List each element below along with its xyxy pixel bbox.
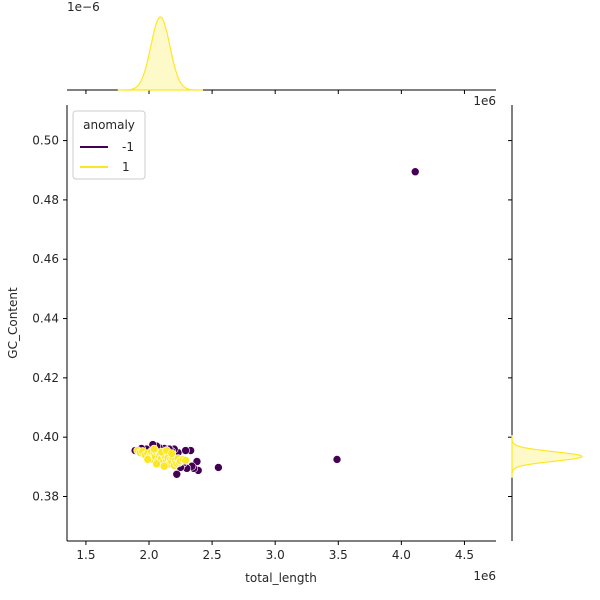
x-axis-label: total_length bbox=[245, 571, 317, 585]
top-marginal-offset-label: 1e−6 bbox=[67, 0, 100, 14]
x-tick-label: 1.5 bbox=[76, 548, 95, 562]
scatter-point-anomaly-1 bbox=[143, 455, 153, 464]
top-marginal: 1e−6 1e6 bbox=[67, 0, 496, 108]
scatter-point-anomaly-neg1 bbox=[410, 167, 420, 177]
y-axis-ticks: 0.38 0.40 0.42 0.44 0.46 0.48 0.50 bbox=[32, 134, 67, 504]
scatter-point-anomaly-1 bbox=[167, 449, 177, 458]
right-marginal bbox=[508, 105, 583, 541]
scatter-point-anomaly-neg1 bbox=[332, 455, 342, 464]
x-tick-label: 4.0 bbox=[392, 548, 411, 562]
scatter-point-anomaly-neg1 bbox=[181, 446, 190, 455]
x-tick-label: 2.5 bbox=[203, 548, 222, 562]
legend: anomaly -1 1 bbox=[72, 110, 146, 180]
y-tick-label: 0.48 bbox=[32, 193, 59, 207]
y-tick-label: 0.46 bbox=[32, 252, 59, 266]
scatter-point-anomaly-1 bbox=[159, 461, 169, 471]
y-tick-label: 0.38 bbox=[32, 490, 59, 504]
x-tick-label: 4.5 bbox=[455, 548, 474, 562]
scatter-point-anomaly-1 bbox=[181, 456, 190, 465]
legend-label-anomaly-1: 1 bbox=[122, 160, 130, 174]
top-density-curve bbox=[117, 16, 203, 91]
scatter-point-anomaly-1 bbox=[149, 444, 159, 454]
x-tick-label: 2.0 bbox=[139, 548, 158, 562]
y-tick-label: 0.42 bbox=[32, 371, 59, 385]
scatter-points bbox=[130, 167, 420, 479]
top-marginal-x-offset-label: 1e6 bbox=[473, 94, 496, 108]
y-tick-label: 0.50 bbox=[32, 134, 59, 148]
y-tick-label: 0.40 bbox=[32, 430, 59, 444]
scatter-point-anomaly-neg1 bbox=[172, 469, 182, 479]
main-axes bbox=[66, 105, 496, 542]
y-tick-label: 0.44 bbox=[32, 312, 59, 326]
x-axis-ticks: 1.5 2.0 2.5 3.0 3.5 4.0 4.5 bbox=[76, 90, 474, 562]
x-tick-label: 3.5 bbox=[329, 548, 348, 562]
scatter-point-anomaly-neg1 bbox=[214, 463, 223, 472]
legend-title: anomaly bbox=[83, 118, 135, 132]
legend-label-anomaly-neg1: -1 bbox=[122, 140, 134, 154]
x-tick-label: 3.0 bbox=[266, 548, 285, 562]
legend-box bbox=[72, 110, 146, 180]
scatter-point-anomaly-1 bbox=[152, 459, 161, 469]
x-axis-offset-label: 1e6 bbox=[473, 569, 496, 583]
y-axis-label: GC_Content bbox=[6, 287, 20, 359]
right-marginal-ticks bbox=[508, 140, 512, 498]
right-density-curve bbox=[511, 435, 583, 478]
